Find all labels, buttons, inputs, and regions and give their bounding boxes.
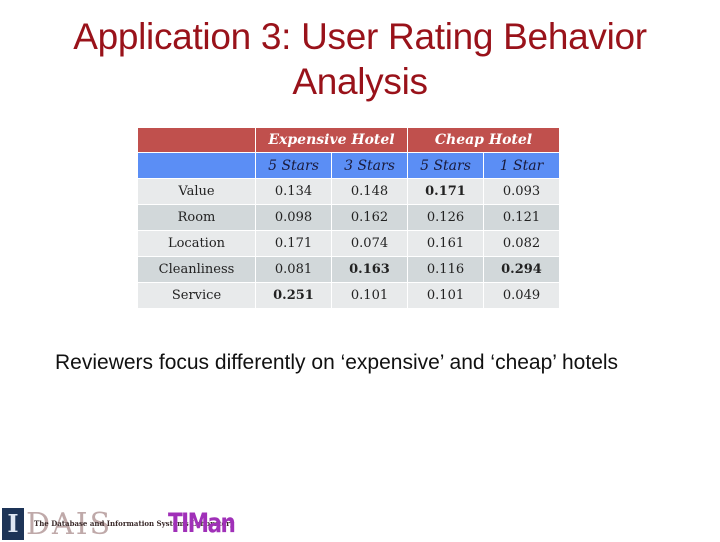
row-label: Room bbox=[137, 204, 256, 231]
row-label: Value bbox=[137, 178, 256, 205]
table-cell-highlight: 0.171 bbox=[407, 178, 484, 205]
group-header-expensive: Expensive Hotel bbox=[255, 127, 408, 153]
rating-weights-table: Expensive Hotel Cheap Hotel 5 Stars 3 St… bbox=[137, 127, 560, 309]
slide-note: Reviewers focus differently on ‘expensiv… bbox=[55, 351, 619, 374]
table-cell: 0.101 bbox=[407, 282, 484, 309]
timan-logo: TIMan bbox=[168, 508, 236, 539]
table-row: Location 0.171 0.074 0.161 0.082 bbox=[137, 230, 560, 257]
dais-subtitle: The Database and Information Systems Lab… bbox=[34, 519, 234, 528]
table-cell: 0.081 bbox=[255, 256, 332, 283]
table-row: Value 0.134 0.148 0.171 0.093 bbox=[137, 178, 560, 205]
table-cell: 0.049 bbox=[483, 282, 560, 309]
sub-header: 5 Stars bbox=[407, 152, 484, 179]
slide-title-line-1: Application 3: User Rating Behavior bbox=[73, 16, 647, 57]
table-cell: 0.148 bbox=[331, 178, 408, 205]
sub-header: 1 Star bbox=[483, 152, 560, 179]
table-cell: 0.093 bbox=[483, 178, 560, 205]
table-row: Cleanliness 0.081 0.163 0.116 0.294 bbox=[137, 256, 560, 283]
corner-cell bbox=[137, 127, 256, 153]
table-cell-highlight: 0.163 bbox=[331, 256, 408, 283]
table-cell: 0.171 bbox=[255, 230, 332, 257]
table-cell: 0.162 bbox=[331, 204, 408, 231]
table-cell-highlight: 0.294 bbox=[483, 256, 560, 283]
table-cell-highlight: 0.251 bbox=[255, 282, 332, 309]
dais-logo: DAIS bbox=[26, 507, 113, 542]
sub-header-row: 5 Stars 3 Stars 5 Stars 1 Star bbox=[137, 152, 560, 179]
table-cell: 0.121 bbox=[483, 204, 560, 231]
row-label: Cleanliness bbox=[137, 256, 256, 283]
table-cell: 0.082 bbox=[483, 230, 560, 257]
slide-title: Application 3: User Rating Behavior Anal… bbox=[0, 14, 720, 104]
table-cell: 0.101 bbox=[331, 282, 408, 309]
slide-title-line-2: Analysis bbox=[292, 61, 428, 102]
corner-cell bbox=[137, 152, 256, 179]
table-cell: 0.126 bbox=[407, 204, 484, 231]
table-row: Room 0.098 0.162 0.126 0.121 bbox=[137, 204, 560, 231]
sub-header: 5 Stars bbox=[255, 152, 332, 179]
illinois-logo-icon: I bbox=[2, 508, 24, 540]
table-cell: 0.074 bbox=[331, 230, 408, 257]
group-header-row: Expensive Hotel Cheap Hotel bbox=[137, 127, 560, 153]
table-cell: 0.161 bbox=[407, 230, 484, 257]
row-label: Location bbox=[137, 230, 256, 257]
table-cell: 0.134 bbox=[255, 178, 332, 205]
row-label: Service bbox=[137, 282, 256, 309]
table-cell: 0.098 bbox=[255, 204, 332, 231]
sub-header: 3 Stars bbox=[331, 152, 408, 179]
table-row: Service 0.251 0.101 0.101 0.049 bbox=[137, 282, 560, 309]
logo-bar: I DAIS The Database and Information Syst… bbox=[0, 508, 240, 540]
group-header-cheap: Cheap Hotel bbox=[407, 127, 560, 153]
table-cell: 0.116 bbox=[407, 256, 484, 283]
